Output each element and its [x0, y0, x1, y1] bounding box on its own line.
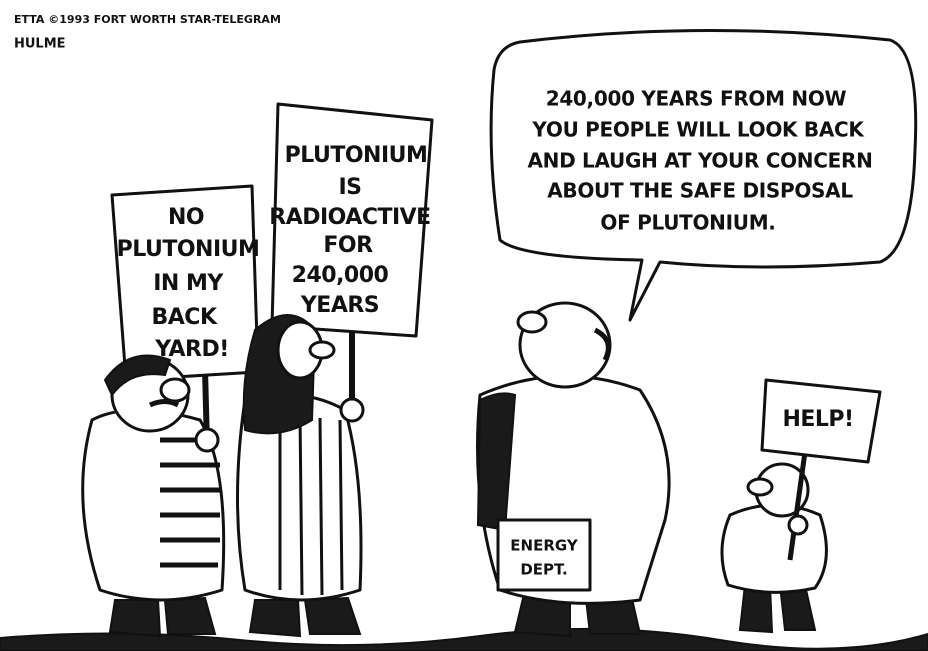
- sign-stick: [787, 451, 808, 561]
- protester: [236, 314, 365, 638]
- hand: [787, 514, 809, 536]
- speech-line: OF PLUTONIUM.: [600, 211, 775, 235]
- hair: [593, 327, 611, 362]
- nose: [308, 340, 336, 360]
- sign: [760, 378, 882, 464]
- small-man: [720, 451, 828, 634]
- official: ENERGY DEPT.: [476, 301, 671, 638]
- sign-line: HELP!: [782, 407, 853, 432]
- speech-line: ABOUT THE SAFE DISPOSAL: [547, 179, 853, 203]
- sign-line: FOR: [323, 233, 373, 258]
- sign-line: IN MY: [153, 271, 224, 296]
- briefcase-label: ENERGY: [510, 537, 579, 555]
- artist: HULME: [14, 37, 66, 52]
- coat: [236, 392, 363, 602]
- stripe: [338, 419, 344, 591]
- moustache: [148, 399, 180, 408]
- speech-line: AND LAUGH AT YOUR CONCERN: [527, 149, 872, 173]
- hand: [339, 397, 365, 423]
- briefcase: [496, 518, 592, 592]
- briefcase-label: DEPT.: [520, 561, 567, 579]
- nose: [746, 477, 774, 497]
- speech-line: YOU PEOPLE WILL LOOK BACK: [531, 118, 865, 142]
- sign-line: BACK: [152, 305, 218, 330]
- stripe: [318, 417, 324, 596]
- body: [720, 503, 828, 594]
- legs: [248, 596, 362, 638]
- protester: [81, 354, 226, 638]
- sign-line: YEARS: [300, 293, 379, 318]
- nose: [516, 310, 548, 334]
- sign: [270, 102, 434, 338]
- nose: [159, 377, 191, 403]
- stripe: [298, 414, 304, 596]
- speech-line: 240,000 YEARS FROM NOW: [546, 87, 847, 111]
- speech-bubble: [489, 29, 918, 322]
- lapel: [476, 392, 517, 532]
- sign-line: RADIOACTIVE: [269, 205, 430, 230]
- sign-line: NO: [168, 205, 204, 230]
- sign-line: PLUTONIUM: [285, 143, 428, 168]
- hand: [194, 427, 220, 453]
- hat: [103, 354, 172, 397]
- sign-line: 240,000: [292, 263, 389, 288]
- sign-line: PLUTONIUM: [117, 237, 260, 262]
- credit: ETTA ©1993 FORT WORTH STAR-TELEGRAM: [14, 13, 281, 26]
- sign-line: IS: [338, 175, 361, 200]
